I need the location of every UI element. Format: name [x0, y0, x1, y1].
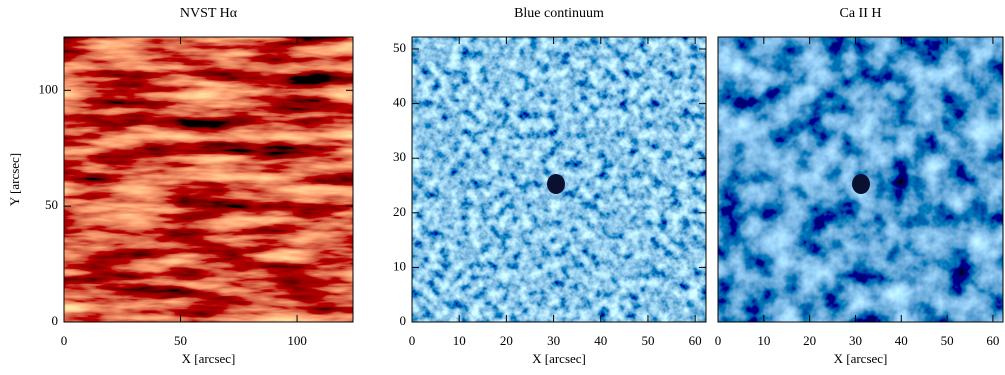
- x-tick-label: 40: [895, 333, 908, 348]
- x-tick-label: 60: [689, 333, 702, 348]
- sunspot: [547, 174, 565, 194]
- x-tick-label: 0: [409, 333, 416, 348]
- frame: [717, 36, 1004, 323]
- y-tick-label: 50: [393, 40, 406, 55]
- y-axis-label: Y [arcsec]: [7, 153, 22, 206]
- axes: NVST HαX [arcsec]Y [arcsec]0 50 100050100B…: [7, 6, 1004, 366]
- y-tick-label: 30: [393, 149, 406, 164]
- y-tick-label: 50: [45, 197, 58, 212]
- y-tick-label: 20: [393, 204, 406, 219]
- x-tick-label: 30: [547, 333, 560, 348]
- frame: [411, 36, 707, 323]
- x-tick-label: 100: [287, 333, 307, 348]
- y-tick-label: 100: [39, 81, 59, 96]
- x-tick-label: 0: [61, 333, 68, 348]
- x-tick-label: 20: [803, 333, 816, 348]
- panel-title: Blue continuum: [514, 6, 604, 21]
- x-tick-label: 10: [757, 333, 770, 348]
- x-axis-label: X [arcsec]: [182, 351, 236, 366]
- x-tick-label: 40: [594, 333, 607, 348]
- x-tick-label: 50: [641, 333, 654, 348]
- x-axis-label: X [arcsec]: [834, 351, 888, 366]
- x-tick-label: 60: [986, 333, 999, 348]
- x-tick-label: 30: [849, 333, 862, 348]
- y-tick-label: 10: [393, 258, 406, 273]
- y-tick-label: 40: [393, 95, 406, 110]
- y-tick-label: 0: [52, 313, 59, 328]
- frame: [63, 36, 354, 323]
- solar-image: [64, 37, 353, 322]
- panel-title: Ca II H: [840, 6, 882, 21]
- x-tick-label: 50: [941, 333, 954, 348]
- panel-title: NVST Hα: [180, 6, 238, 21]
- x-tick-label: 50: [174, 333, 187, 348]
- x-axis-label: X [arcsec]: [532, 351, 586, 366]
- x-tick-label: 20: [500, 333, 513, 348]
- y-tick-label: 0: [400, 313, 407, 328]
- x-tick-label: 10: [453, 333, 466, 348]
- sunspot: [852, 174, 870, 194]
- x-tick-label: 0: [715, 333, 722, 348]
